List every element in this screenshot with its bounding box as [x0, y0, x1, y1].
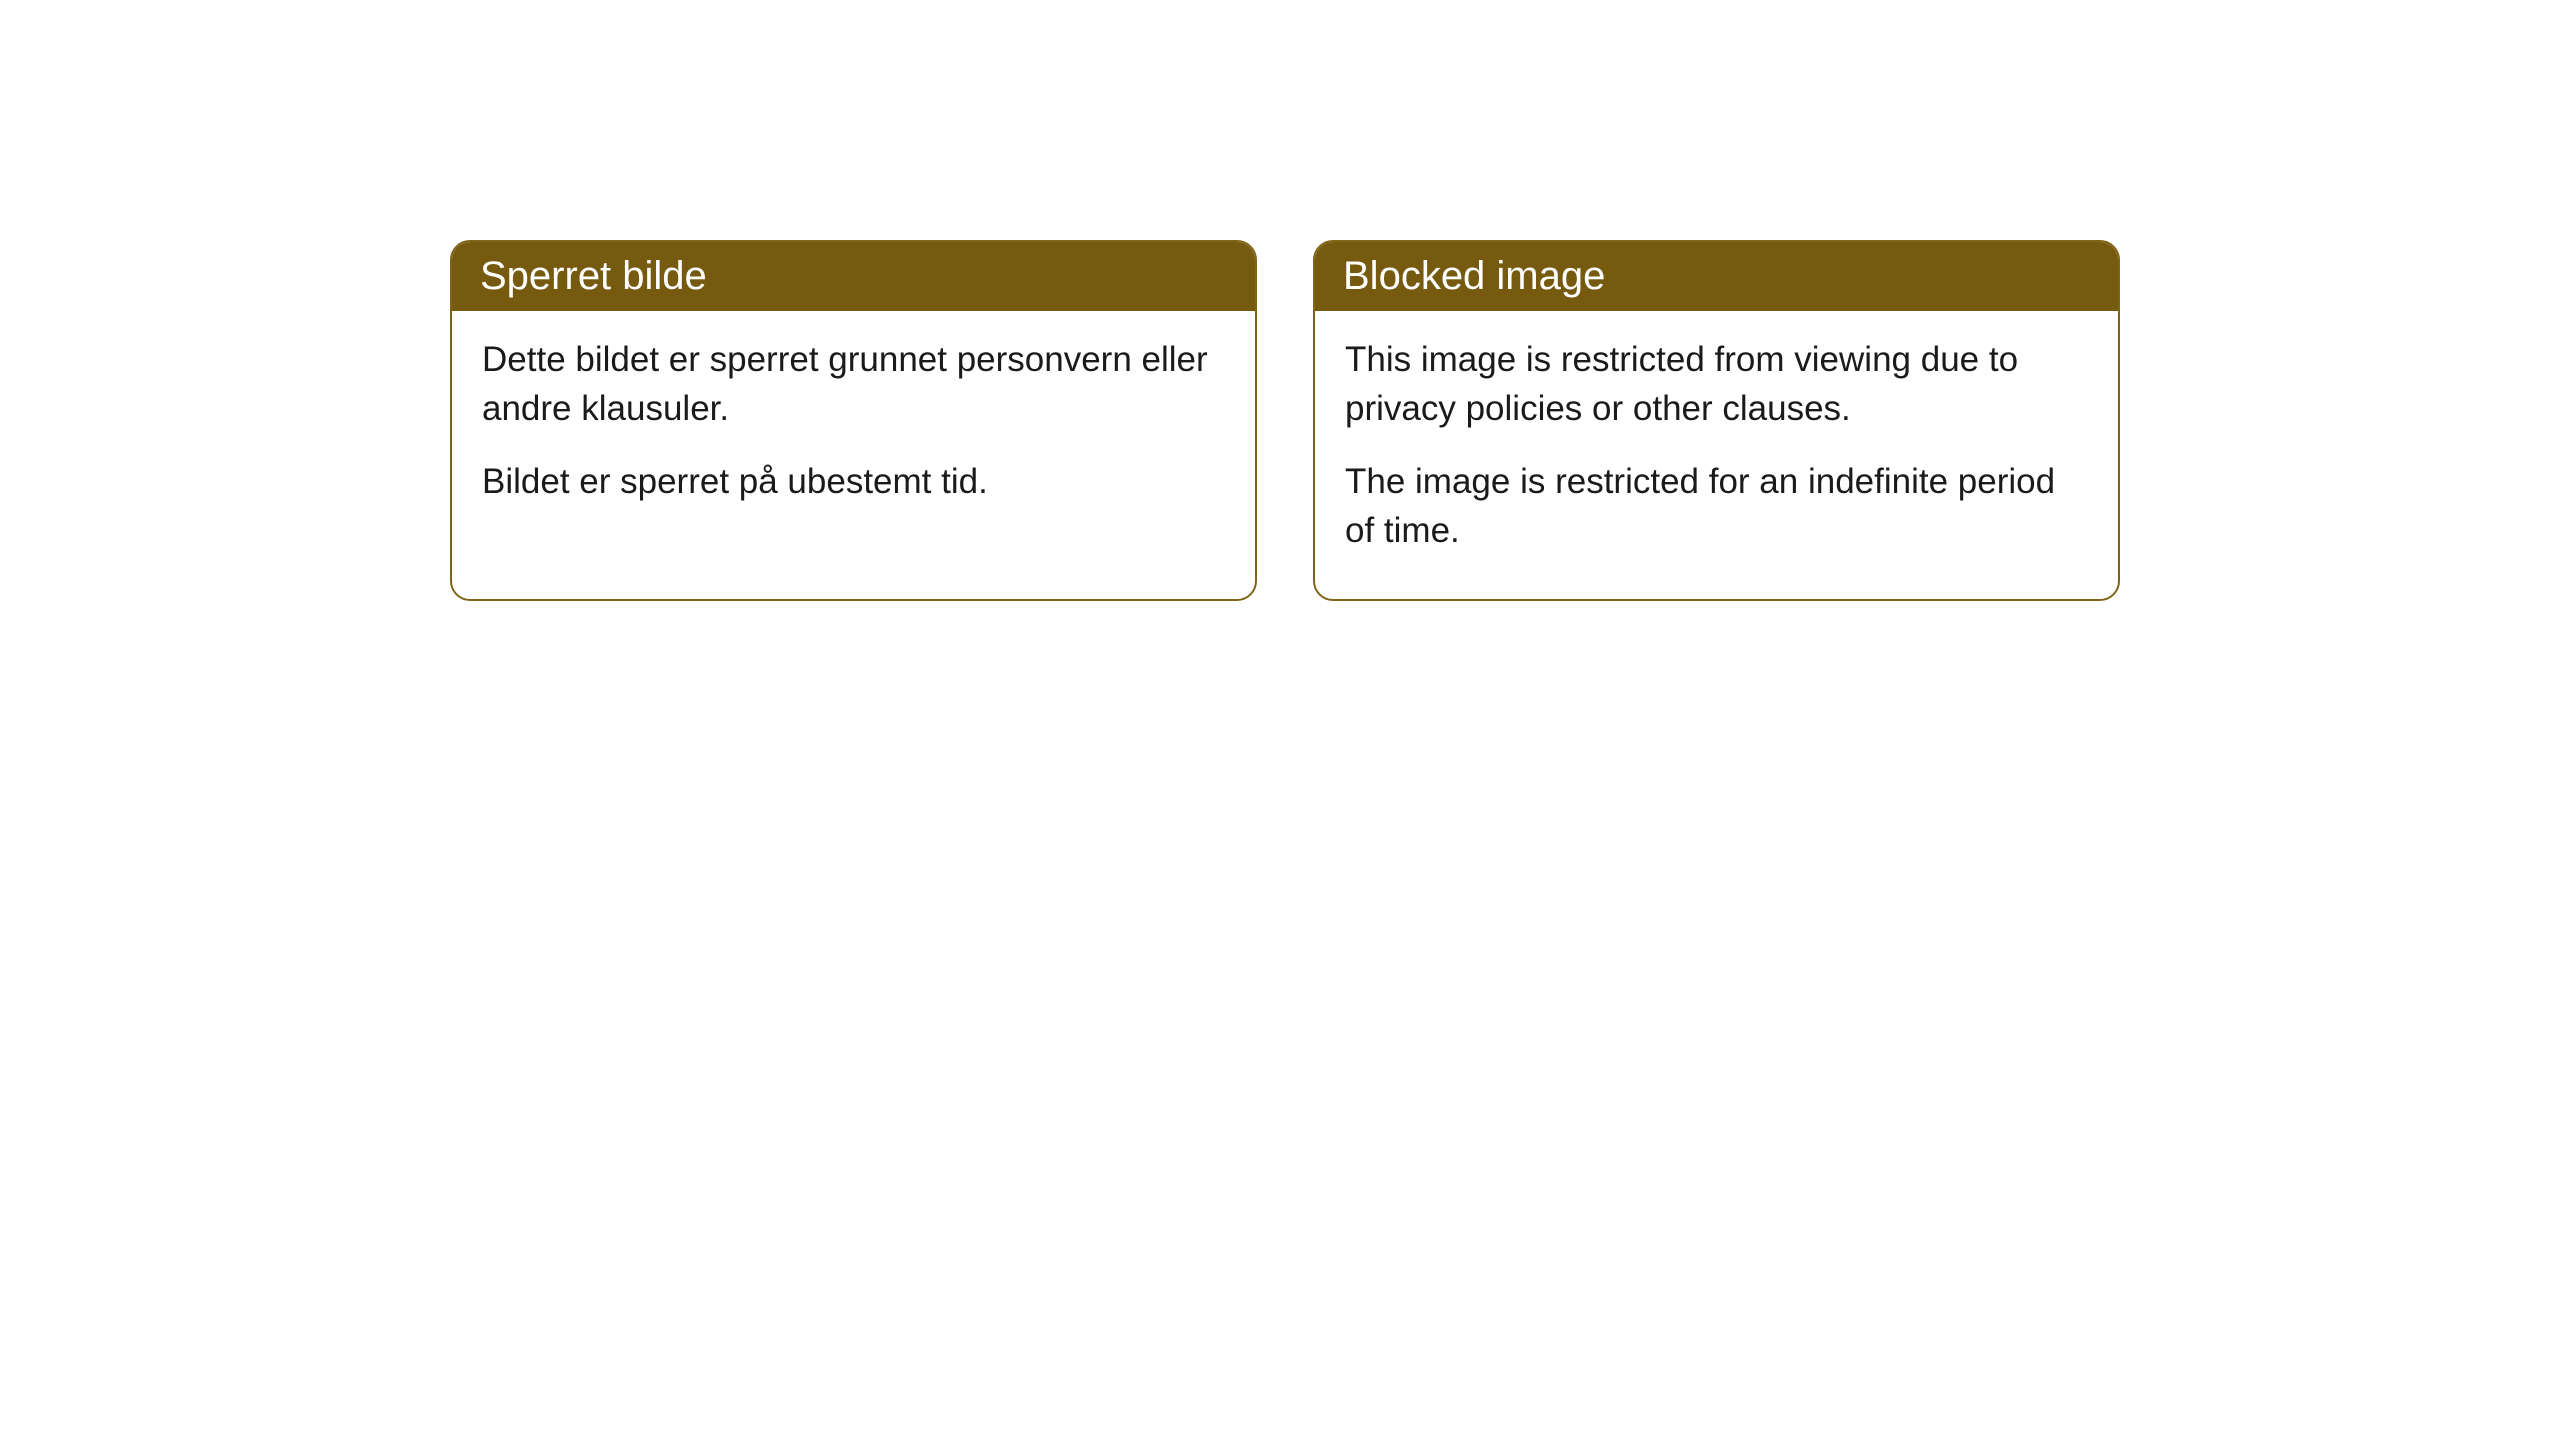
card-paragraph: This image is restricted from viewing du…	[1345, 335, 2088, 433]
card-title: Blocked image	[1343, 254, 1605, 298]
card-norwegian: Sperret bilde Dette bildet er sperret gr…	[450, 240, 1257, 601]
cards-container: Sperret bilde Dette bildet er sperret gr…	[450, 240, 2560, 601]
card-header-norwegian: Sperret bilde	[452, 242, 1255, 311]
card-paragraph: The image is restricted for an indefinit…	[1345, 457, 2088, 555]
card-header-english: Blocked image	[1315, 242, 2118, 311]
card-body-norwegian: Dette bildet er sperret grunnet personve…	[452, 311, 1255, 550]
card-body-english: This image is restricted from viewing du…	[1315, 311, 2118, 599]
card-paragraph: Bildet er sperret på ubestemt tid.	[482, 457, 1225, 506]
card-title: Sperret bilde	[480, 254, 707, 298]
card-english: Blocked image This image is restricted f…	[1313, 240, 2120, 601]
card-paragraph: Dette bildet er sperret grunnet personve…	[482, 335, 1225, 433]
